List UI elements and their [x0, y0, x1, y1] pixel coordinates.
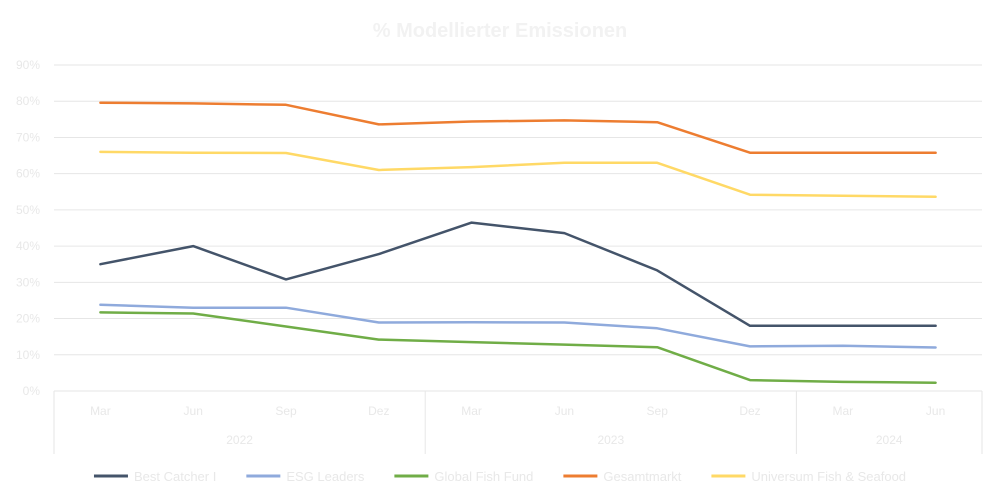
y-tick-label: 40% — [16, 239, 40, 253]
grid-lines — [54, 64, 982, 392]
x-tick-label: Jun — [555, 404, 574, 418]
y-tick-label: 90% — [16, 58, 40, 72]
series-line — [99, 311, 937, 384]
x-axis: Mar Jun Sep Dez Mar Jun Sep Dez Mar Jun 2022 2023 20… — [53, 391, 983, 454]
y-tick-label: 50% — [16, 203, 40, 217]
legend-label: ESG Leaders — [286, 469, 365, 484]
legend: Best Catcher I ESG Leaders Global Fish Fun… — [93, 469, 906, 484]
series-line — [99, 303, 937, 349]
legend-label: Global Fish Fund — [434, 469, 533, 484]
x-tick-label: Mar — [461, 404, 482, 418]
x-tick-label: Sep — [275, 404, 297, 418]
y-tick-label: 70% — [16, 130, 40, 144]
y-tick-label: 60% — [16, 167, 40, 181]
x-tick-label: Sep — [647, 404, 669, 418]
x-group-label: 2024 — [876, 433, 903, 447]
series-line — [99, 150, 937, 199]
y-tick-label: 30% — [16, 275, 40, 289]
x-tick-label: Dez — [368, 404, 389, 418]
x-tick-label: Mar — [832, 404, 853, 418]
x-group-label: 2022 — [226, 433, 253, 447]
y-tick-label: 0% — [23, 384, 41, 398]
x-tick-label: Dez — [739, 404, 760, 418]
legend-label: Gesamtmarkt — [603, 469, 681, 484]
x-tick-label: Mar — [90, 404, 111, 418]
legend-label: Best Catcher I — [134, 469, 216, 484]
chart-title: % Modellierter Emissionen — [373, 20, 628, 42]
series-line — [99, 101, 937, 154]
x-tick-label: Jun — [926, 404, 945, 418]
y-axis-ticks: 0% 10% 20% 30% 40% 50% 60% 70% 80% 90% — [16, 58, 40, 398]
y-tick-label: 20% — [16, 312, 40, 326]
y-tick-label: 10% — [16, 348, 40, 362]
legend-label: Universum Fish & Seafood — [751, 469, 906, 484]
x-tick-label: Jun — [184, 404, 203, 418]
series-line — [99, 221, 937, 328]
series-lines — [99, 101, 937, 384]
y-tick-label: 80% — [16, 94, 40, 108]
x-group-label: 2023 — [597, 433, 624, 447]
